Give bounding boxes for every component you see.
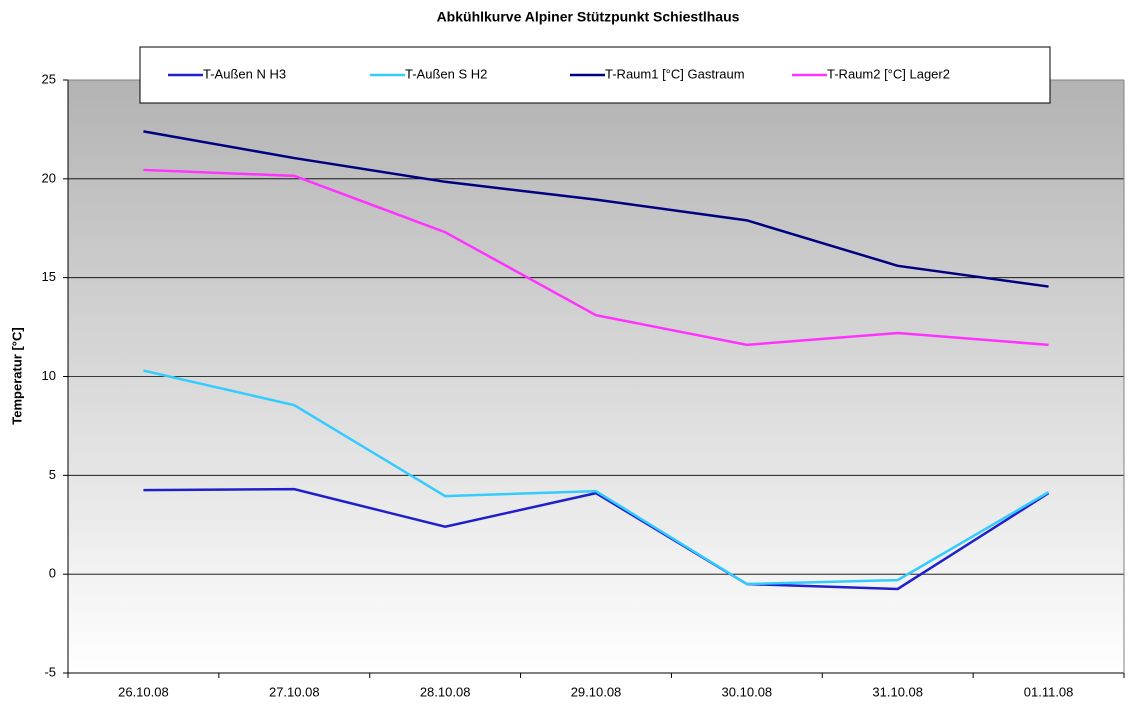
x-tick-label: 29.10.08 [571, 684, 622, 699]
x-tick-label: 26.10.08 [118, 684, 169, 699]
y-tick-label: 20 [42, 170, 56, 185]
y-axis-label: Temperatur [°C] [9, 327, 24, 424]
series-line [143, 130, 1049, 288]
y-tick-label: 15 [42, 269, 56, 284]
x-tick-label: 27.10.08 [269, 684, 320, 699]
y-tick-label: 25 [42, 71, 56, 86]
legend-label: T-Raum1 [°C] Gastraum [605, 66, 745, 81]
chart-title: Abkühlkurve Alpiner Stützpunkt Schiestlh… [437, 9, 740, 25]
series-line [143, 487, 1050, 591]
legend-label: T-Raum2 [°C] Lager2 [827, 66, 950, 81]
x-tick-label: 31.10.08 [872, 684, 923, 699]
y-tick-label: -5 [44, 664, 56, 679]
legend-label: T-Außen N H3 [203, 66, 286, 81]
x-tick-label: 01.11.08 [1024, 684, 1074, 699]
y-tick-label: 10 [42, 368, 56, 383]
legend-label: T-Außen S H2 [405, 66, 487, 81]
x-tick-label: 30.10.08 [722, 684, 773, 699]
y-tick-label: 0 [49, 566, 56, 581]
y-tick-label: 5 [49, 467, 56, 482]
series-line [143, 369, 1050, 586]
x-tick-label: 28.10.08 [420, 684, 471, 699]
series-line [143, 168, 1049, 347]
